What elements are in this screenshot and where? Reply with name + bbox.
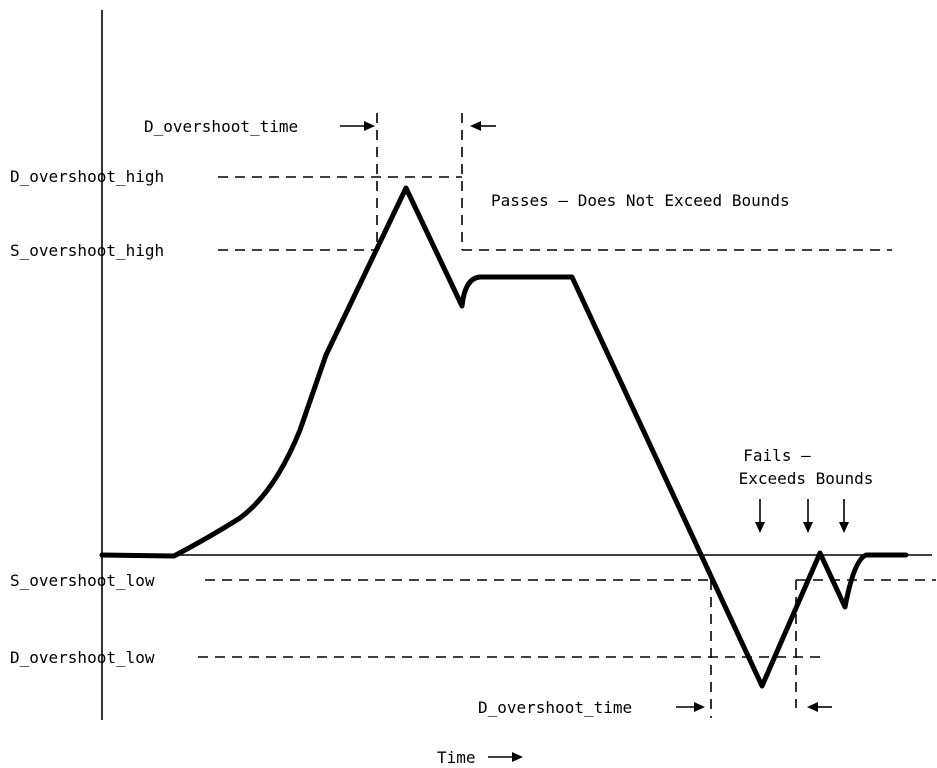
arrow-right-top-head	[364, 121, 375, 131]
label-fails-line1: Fails –	[743, 446, 811, 465]
time-arrow-head	[512, 752, 523, 762]
fail-arrow-1-head	[755, 522, 765, 533]
label-fails-line2: Exceeds Bounds	[739, 469, 874, 488]
fail-arrow-3-head	[839, 522, 849, 533]
arrow-left-bottom-head	[807, 702, 818, 712]
label-d-overshoot-high: D_overshoot_high	[10, 167, 164, 186]
label-s-overshoot-low: S_overshoot_low	[10, 571, 155, 590]
arrow-right-bottom-head	[694, 702, 705, 712]
label-passes: Passes – Does Not Exceed Bounds	[491, 191, 790, 210]
label-d-overshoot-time-top: D_overshoot_time	[144, 117, 298, 136]
label-d-overshoot-low: D_overshoot_low	[10, 648, 155, 667]
signal-waveform	[99, 185, 909, 689]
label-time: Time	[437, 748, 476, 767]
fail-arrow-2-head	[803, 522, 813, 533]
label-s-overshoot-high: S_overshoot_high	[10, 241, 164, 260]
label-d-overshoot-time-bottom: D_overshoot_time	[478, 698, 632, 717]
arrow-left-top-head	[470, 121, 481, 131]
